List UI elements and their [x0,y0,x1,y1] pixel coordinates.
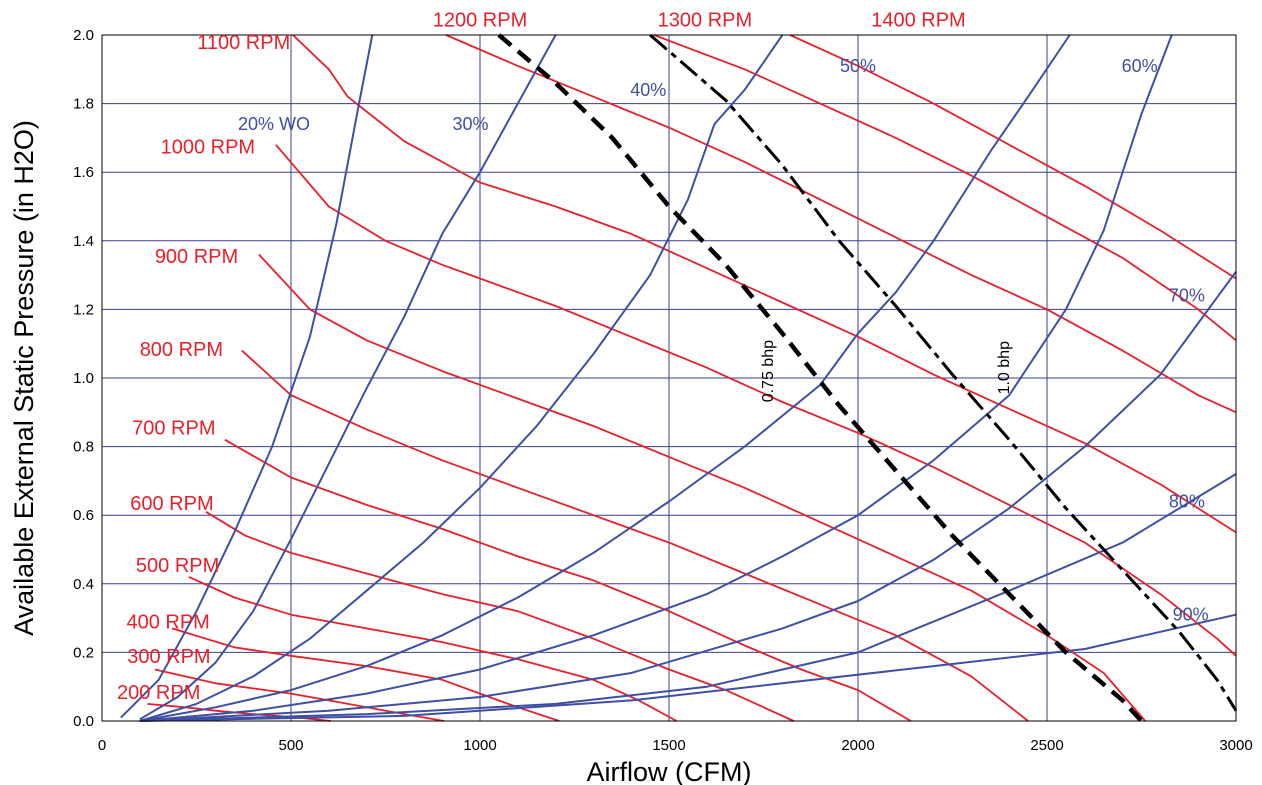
x-tick-label: 1500 [652,737,685,754]
rpm-label-900-rpm: 900 RPM [155,246,238,268]
rpm-label-700-rpm: 700 RPM [132,418,215,440]
rpm-curve-1400-rpm [789,34,1237,280]
rpm-curve-600-rpm [205,511,795,722]
x-tick-label: 3000 [1219,737,1252,754]
wide-open-curve-90 [139,613,1237,722]
rpm-label-200-rpm: 200 RPM [117,682,200,704]
rpm-curve-900-rpm [258,253,1146,722]
wide-open-curve-70 [139,271,1237,722]
bhp-curve-1-0-bhp [649,33,1238,712]
rpm-label-500-rpm: 500 RPM [136,555,219,577]
x-axis-title: Airflow (CFM) [587,757,752,785]
rpm-curve-500-rpm [188,576,678,722]
y-tick-label: 1.2 [73,301,94,318]
bhp-curve-0-75-bhp [497,33,1144,723]
rpm-label-600-rpm: 600 RPM [130,493,213,515]
rpm-curve-700-rpm [224,438,912,722]
y-tick-label: 1.0 [73,370,94,387]
y-tick-label: 1.8 [73,96,94,113]
rpm-label-1000-rpm: 1000 RPM [161,136,256,158]
y-tick-label: 0.4 [73,576,94,593]
x-tick-label: 500 [278,737,303,754]
wide-open-curve-60 [139,34,1173,722]
rpm-label-300-rpm: 300 RPM [127,646,210,668]
bhp-label-0-75-bhp: 0.75 bhp [760,340,777,402]
y-tick-label: 2.0 [73,27,94,44]
rpm-curve-1300-rpm [653,34,1237,341]
axis-ticks: 0 500 1000 1500 2000 2500 3000 0.0 0.2 0.4 0.6 0.8 1… [73,27,1253,754]
rpm-label-400-rpm: 400 RPM [126,612,209,634]
wide-open-curve-80 [139,473,1237,722]
wide-open-label-20-wo: 20% WO [238,114,310,134]
wide-open-label-40: 40% [630,80,666,100]
rpm-curve-1200-rpm [445,34,1237,414]
wide-open-curve-20-wo [120,34,374,719]
wide-open-label-70: 70% [1169,286,1205,306]
y-tick-label: 0.8 [73,439,94,456]
y-axis-title: Available External Static Pressure (in H… [9,120,39,636]
rpm-curve-800-rpm [241,349,1029,722]
rpm-label-1200-rpm: 1200 RPM [433,10,528,32]
y-tick-label: 1.4 [73,233,94,250]
wide-open-label-90: 90% [1173,605,1209,625]
rpm-label-1400-rpm: 1400 RPM [871,10,966,32]
plot-frame [101,34,1237,722]
x-tick-label: 0 [98,737,106,754]
rpm-label-800-rpm: 800 RPM [140,339,223,361]
x-tick-label: 1000 [463,737,496,754]
wide-open-label-50: 50% [840,56,876,76]
wide-open-curves [120,34,1237,722]
x-tick-label: 2500 [1030,737,1063,754]
rpm-curve-400-rpm [171,627,560,722]
y-tick-label: 0.6 [73,507,94,524]
wide-open-curve-40 [139,34,784,722]
wide-open-curve-30 [139,34,557,721]
y-tick-label: 0.2 [73,644,94,661]
wide-open-curve-50 [139,34,1071,722]
y-tick-label: 1.6 [73,164,94,181]
y-tick-label: 0.0 [73,713,94,730]
wide-open-label-80: 80% [1169,491,1205,511]
wide-open-label-30: 30% [453,114,489,134]
rpm-curve-1100-rpm [292,34,1237,534]
rpm-label-1100-rpm: 1100 RPM [197,32,290,54]
bhp-label-1-0-bhp: 1.0 bhp [996,341,1013,394]
x-tick-label: 2000 [841,737,874,754]
curve-labels: 200 RPM 300 RPM 400 RPM 500 RPM 600 RPM 700 R… [117,10,1209,704]
rpm-label-1300-rpm: 1300 RPM [658,10,753,32]
bhp-curves [497,33,1238,723]
wide-open-label-60: 60% [1122,56,1158,76]
